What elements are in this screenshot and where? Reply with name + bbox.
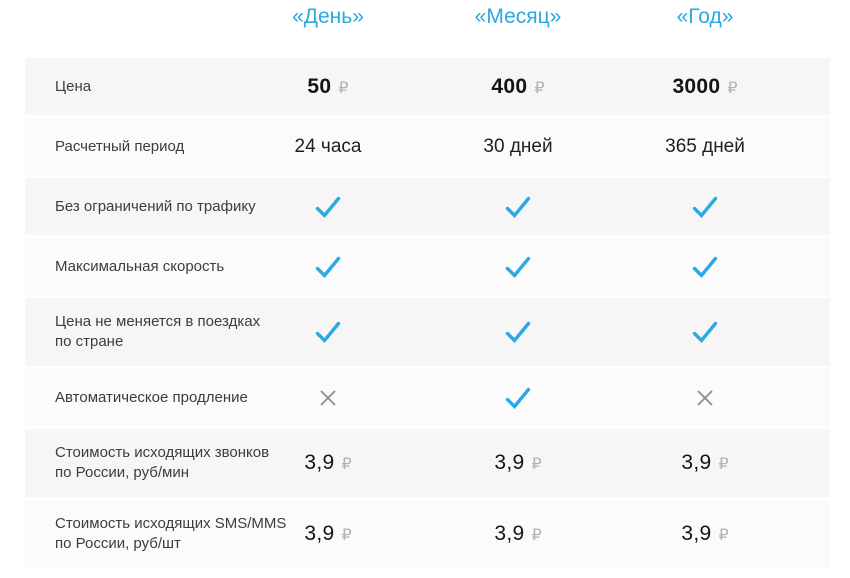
cell-month [505,255,532,278]
price-value: 3000 [672,74,721,98]
ruble-sign: ₽ [341,454,352,473]
cell-day [319,388,338,407]
check-icon [505,386,532,409]
table-row: Автоматическое продление [25,369,830,426]
plan-header-year[interactable]: «Год» [676,5,734,28]
ruble-sign: ₽ [718,525,729,544]
cell-day: 50 ₽ [307,75,348,99]
ruble-sign: ₽ [718,454,729,473]
cell-year [696,388,715,407]
check-icon [315,321,342,344]
row-label: Без ограничений по трафику [55,197,256,215]
cross-icon [696,388,715,407]
ruble-sign: ₽ [727,77,738,97]
row-label: Автоматическое продление [55,388,248,406]
table-row: Цена не меняется в поездках по стране [25,298,830,366]
ruble-sign: ₽ [341,525,352,544]
check-icon [692,255,719,278]
cell-day: 3,9 ₽ [304,451,351,475]
row-label: Цена [55,77,92,95]
check-icon [315,255,342,278]
cell-value: 24 часа [294,135,362,157]
check-icon [505,255,532,278]
row-label: Расчетный период [55,137,185,155]
table-row: Стоимость исходящих звонков по России, р… [25,429,830,497]
ruble-sign: ₽ [338,77,349,97]
price-value: 3,9 [494,522,525,545]
check-icon [692,321,719,344]
cell-year [692,255,719,278]
cell-year: 365 дней [665,136,745,158]
price-value: 3,9 [304,451,335,474]
table-row: Цена 50 ₽400 ₽3000 ₽ [25,58,830,115]
ruble-sign: ₽ [531,454,542,473]
check-icon [692,195,719,218]
cell-year: 3,9 ₽ [681,522,728,546]
cell-year: 3,9 ₽ [681,451,728,475]
cell-month: 400 ₽ [491,75,544,99]
cell-year [692,321,719,344]
cell-day: 24 часа [295,136,362,158]
cell-month [505,321,532,344]
cell-year: 3000 ₽ [672,75,737,99]
check-icon [315,195,342,218]
table-body: Цена 50 ₽400 ₽3000 ₽ Расчетный период 24 часа 3… [0,58,850,568]
price-value: 400 [491,74,528,98]
row-label: Стоимость исходящих звонков по России, р… [55,444,270,481]
cell-day [315,321,342,344]
price-value: 3,9 [494,451,525,474]
plan-header-month[interactable]: «Месяц» [474,5,562,28]
table-row: Стоимость исходящих SMS/MMS по России, р… [25,500,830,568]
check-icon [505,195,532,218]
cell-day: 3,9 ₽ [304,522,351,546]
price-value: 50 [307,74,332,98]
check-icon [505,321,532,344]
ruble-sign: ₽ [534,77,545,97]
row-label: Максимальная скорость [55,257,225,275]
price-value: 3,9 [681,522,712,545]
cell-value: 30 дней [483,135,553,157]
plan-header-day[interactable]: «День» [292,5,364,28]
price-value: 3,9 [304,522,335,545]
cell-month: 3,9 ₽ [494,451,541,475]
ruble-sign: ₽ [531,525,542,544]
table-row: Без ограничений по трафику [25,178,830,235]
cell-value: 365 дней [665,135,745,157]
row-label: Цена не меняется в поездках по стране [55,313,261,350]
table-row: Расчетный период 24 часа 30 дней 365 дней [25,118,830,175]
price-value: 3,9 [681,451,712,474]
cell-year [692,195,719,218]
table-row: Максимальная скорость [25,238,830,295]
cell-month [505,195,532,218]
cell-day [315,255,342,278]
cell-month: 3,9 ₽ [494,522,541,546]
row-label: Стоимость исходящих SMS/MMS по России, р… [55,515,287,552]
cell-day [315,195,342,218]
cell-month: 30 дней [483,136,552,158]
cell-month [505,386,532,409]
plan-headers: «День» «Месяц» «Год» [25,0,830,58]
cross-icon [319,388,338,407]
